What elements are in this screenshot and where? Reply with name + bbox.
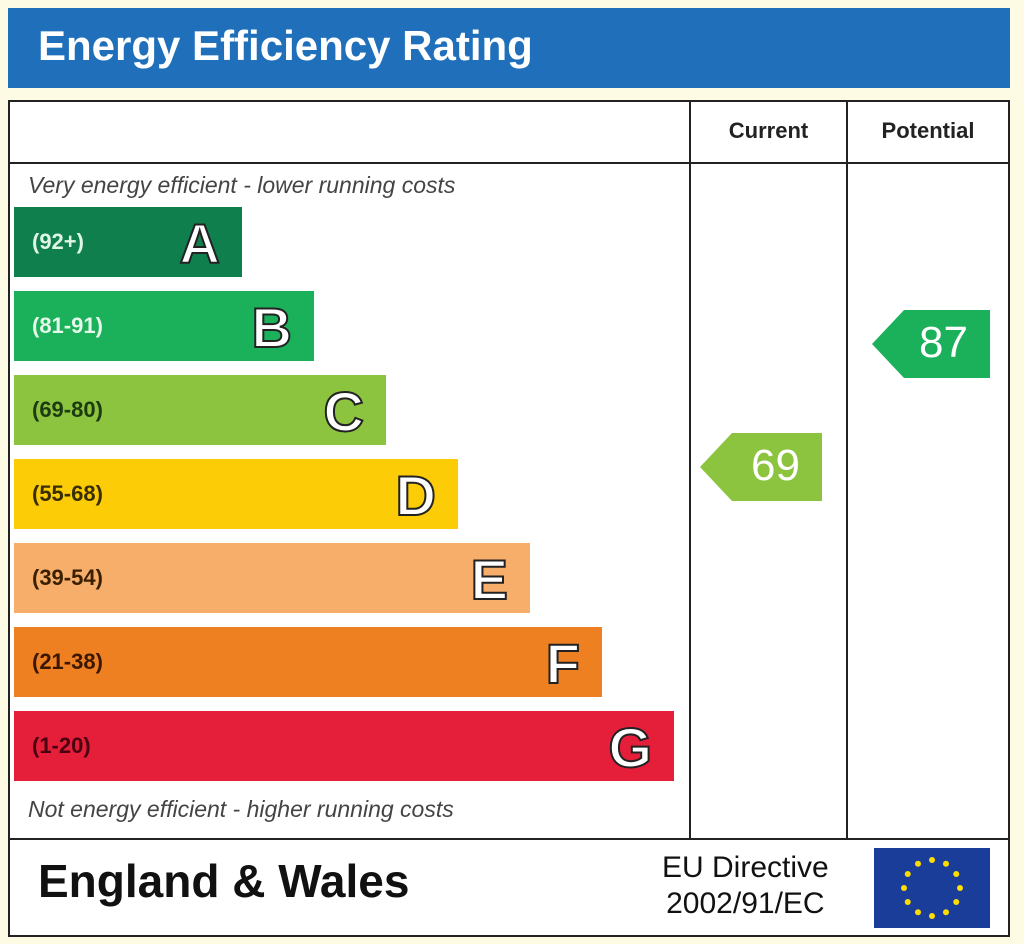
band-letter: B (251, 295, 293, 360)
band-letter: G (607, 715, 653, 780)
band-letter: C (323, 379, 365, 444)
current-rating-value: 69 (751, 441, 800, 491)
chart-title: Energy Efficiency Rating (38, 22, 533, 69)
star (953, 871, 960, 877)
star (943, 909, 949, 916)
band-g: (1-20) G (14, 711, 674, 781)
star (901, 885, 907, 891)
bottom-note: Not energy efficient - higher running co… (28, 796, 454, 822)
divider (846, 102, 848, 840)
divider (689, 102, 691, 840)
directive-line-1: EU Directive (662, 851, 829, 884)
star (904, 899, 911, 905)
band-range: (69-80) (32, 397, 103, 422)
band-letter: F (545, 631, 581, 696)
title-bar: Energy Efficiency Rating (8, 8, 1010, 88)
divider (10, 838, 1008, 840)
star (943, 860, 949, 867)
band-letter: E (470, 547, 509, 612)
directive-line-2: 2002/91/EC (666, 887, 825, 920)
band-range: (1-20) (32, 733, 91, 758)
star (915, 909, 921, 916)
rating-table: Current Potential Very energy efficient … (8, 100, 1010, 937)
divider (10, 162, 1008, 164)
band-c: (69-80) C (14, 375, 386, 445)
band-f: (21-38) F (14, 627, 602, 697)
star (929, 913, 935, 919)
band-range: (39-54) (32, 565, 103, 590)
band-e: (39-54) E (14, 543, 530, 613)
eu-flag-icon (874, 848, 990, 928)
band-range: (21-38) (32, 649, 103, 674)
star (957, 885, 963, 891)
potential-column-header: Potential (881, 118, 975, 143)
band-range: (81-91) (32, 313, 103, 338)
potential-rating-value: 87 (919, 318, 968, 368)
band-a: (92+) A (14, 207, 242, 277)
band-d: (55-68) D (14, 459, 458, 529)
star (904, 871, 911, 877)
eu-directive: EU Directive 2002/91/EC (662, 850, 829, 922)
band-letter: A (179, 211, 221, 276)
star (915, 860, 921, 867)
band-range: (55-68) (32, 481, 103, 506)
country-label: England & Wales (38, 855, 410, 907)
potential-rating-arrow: 87 (872, 310, 990, 379)
star (929, 857, 935, 863)
band-range: (92+) (32, 229, 84, 254)
current-rating-arrow: 69 (700, 433, 822, 502)
band-letter: D (395, 463, 437, 528)
current-column-header: Current (728, 118, 809, 143)
top-note: Very energy efficient - lower running co… (28, 172, 456, 198)
star (953, 899, 960, 905)
band-b: (81-91) B (14, 291, 314, 361)
